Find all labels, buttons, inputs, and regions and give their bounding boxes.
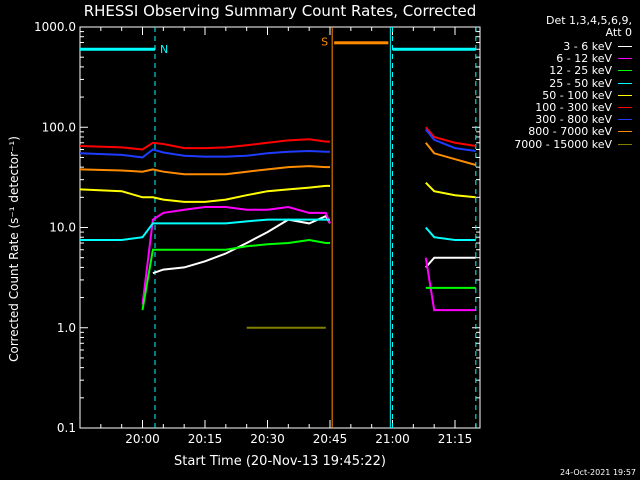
series-line-1 (425, 256, 476, 269)
series-line-4 (425, 226, 476, 241)
saa-annotation: S (321, 35, 328, 48)
series-line-4 (80, 218, 330, 241)
series-line-2 (424, 257, 476, 312)
x-tick-label: 21:15 (438, 432, 473, 446)
series-line-1 (152, 214, 331, 275)
y-tick-label: 1.0 (57, 321, 76, 335)
detector-list: Det 1,3,4,5,6,9, (545, 14, 632, 27)
saa-flag-bar (334, 41, 389, 45)
legend-label: 6 - 12 keV (556, 52, 612, 66)
legend-label: 7000 - 15000 keV (514, 137, 612, 151)
legend-swatch (618, 131, 632, 133)
legend-entry: 3 - 6 keV (563, 40, 632, 53)
legend-swatch (618, 143, 632, 145)
generation-date: 24-Oct-2021 19:57 (560, 468, 636, 477)
y-tick-label: 10.0 (49, 221, 76, 235)
legend-label: 25 - 50 keV (549, 76, 612, 90)
legend-swatch (618, 82, 632, 84)
x-tick-label: 20:45 (313, 432, 348, 446)
series-line-5 (425, 181, 476, 199)
legend-label: 300 - 800 keV (535, 113, 612, 127)
legend-entry: 300 - 800 keV (535, 113, 632, 126)
legend-label: 800 - 7000 keV (528, 125, 612, 139)
legend-entry: 100 - 300 keV (535, 101, 632, 114)
series-line-7 (79, 148, 330, 159)
y-tick-label: 0.1 (57, 421, 76, 435)
series-line-8 (425, 142, 477, 166)
legend-entry: 7000 - 15000 keV (514, 138, 632, 151)
legend-entry: 800 - 7000 keV (528, 125, 632, 138)
series-line-6 (79, 138, 330, 151)
legend-swatch (618, 70, 632, 72)
legend-entry: 50 - 100 keV (542, 89, 632, 102)
plot-frame (79, 26, 481, 429)
legend-label: 50 - 100 keV (542, 88, 612, 102)
series-line-7 (425, 128, 476, 152)
x-tick-label: 20:00 (125, 432, 160, 446)
x-tick-label: 20:30 (250, 432, 285, 446)
series-line-8 (79, 165, 330, 176)
chart-title: RHESSI Observing Summary Count Rates, Co… (83, 2, 477, 20)
y-axis-label: Corrected Count Rate (s⁻¹ detector⁻¹) (7, 136, 21, 362)
legend-entry: 25 - 50 keV (549, 77, 632, 90)
night-annotation: N (160, 43, 168, 56)
legend-label: 100 - 300 keV (535, 101, 612, 114)
series-line-6 (425, 126, 476, 147)
legend-label: 12 - 25 keV (549, 64, 612, 78)
legend-entry: 12 - 25 keV (549, 64, 632, 77)
legend-label: 3 - 6 keV (563, 40, 612, 53)
x-tick-label: 20:15 (188, 432, 223, 446)
legend-swatch (618, 119, 632, 121)
series-line-3 (141, 238, 330, 311)
x-tick-label: 21:00 (375, 432, 410, 446)
legend-swatch (618, 58, 632, 60)
series-line-2 (141, 205, 331, 305)
legend-swatch (618, 46, 632, 47)
y-tick-label: 100.0 (42, 120, 76, 134)
series-line-5 (79, 184, 330, 203)
legend-swatch (618, 94, 632, 96)
legend-swatch (618, 107, 632, 108)
legend-entry: 6 - 12 keV (556, 52, 632, 65)
attenuator-state: Att 0 (605, 26, 632, 39)
x-axis-label: Start Time (20-Nov-13 19:45:22) (174, 454, 386, 469)
y-tick-label: 1000.0 (34, 20, 76, 34)
